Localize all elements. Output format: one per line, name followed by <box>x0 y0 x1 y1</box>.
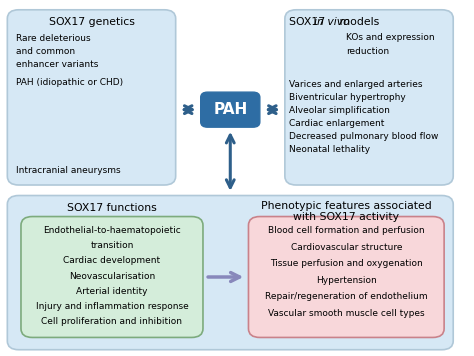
Text: PAH (idiopathic or CHD): PAH (idiopathic or CHD) <box>17 78 124 87</box>
Text: models: models <box>336 17 380 27</box>
FancyBboxPatch shape <box>248 216 444 337</box>
Text: Phenotypic features associated
with SOX17 activity: Phenotypic features associated with SOX1… <box>261 201 432 222</box>
Text: Cell proliferation and inhibition: Cell proliferation and inhibition <box>42 317 182 326</box>
Text: Intracranial aneurysms: Intracranial aneurysms <box>17 166 121 175</box>
Text: Blood cell formation and perfusion: Blood cell formation and perfusion <box>268 226 425 235</box>
Text: Cardiovascular structure: Cardiovascular structure <box>291 243 402 252</box>
Text: Neovascularisation: Neovascularisation <box>69 272 155 281</box>
Text: transition: transition <box>90 241 134 250</box>
Text: Alveolar simplification: Alveolar simplification <box>290 106 390 115</box>
Text: Vascular smooth muscle cell types: Vascular smooth muscle cell types <box>268 309 425 318</box>
Text: in vivo: in vivo <box>313 17 349 27</box>
FancyBboxPatch shape <box>7 10 176 185</box>
Text: Decreased pulmonary blood flow: Decreased pulmonary blood flow <box>290 132 439 141</box>
Text: Injury and inflammation response: Injury and inflammation response <box>36 302 188 311</box>
Text: Tissue perfusion and oxygenation: Tissue perfusion and oxygenation <box>270 259 423 268</box>
Text: Arterial identity: Arterial identity <box>76 287 148 295</box>
Text: SOX17 genetics: SOX17 genetics <box>48 17 135 27</box>
Text: Biventricular hypertrophy: Biventricular hypertrophy <box>290 93 406 102</box>
FancyBboxPatch shape <box>21 216 203 337</box>
Text: SOX17 functions: SOX17 functions <box>67 203 157 213</box>
Text: Rare deleterious: Rare deleterious <box>17 33 91 43</box>
Text: reduction: reduction <box>346 47 390 56</box>
Text: KOs and expression: KOs and expression <box>346 32 435 42</box>
Text: enhancer variants: enhancer variants <box>17 60 99 69</box>
Text: Cardiac development: Cardiac development <box>64 257 161 266</box>
Text: Neonatal lethality: Neonatal lethality <box>290 145 371 154</box>
Text: SOX17: SOX17 <box>290 17 329 27</box>
Text: Repair/regeneration of endothelium: Repair/regeneration of endothelium <box>265 292 428 301</box>
Text: Cardiac enlargement: Cardiac enlargement <box>290 119 385 128</box>
Text: Hypertension: Hypertension <box>316 276 377 285</box>
Text: and common: and common <box>17 47 75 56</box>
Text: PAH: PAH <box>213 102 247 117</box>
FancyBboxPatch shape <box>201 92 260 127</box>
Text: Endothelial-to-haematopoietic: Endothelial-to-haematopoietic <box>43 226 181 235</box>
FancyBboxPatch shape <box>7 195 453 350</box>
Text: Varices and enlarged arteries: Varices and enlarged arteries <box>290 80 423 89</box>
FancyBboxPatch shape <box>285 10 453 185</box>
